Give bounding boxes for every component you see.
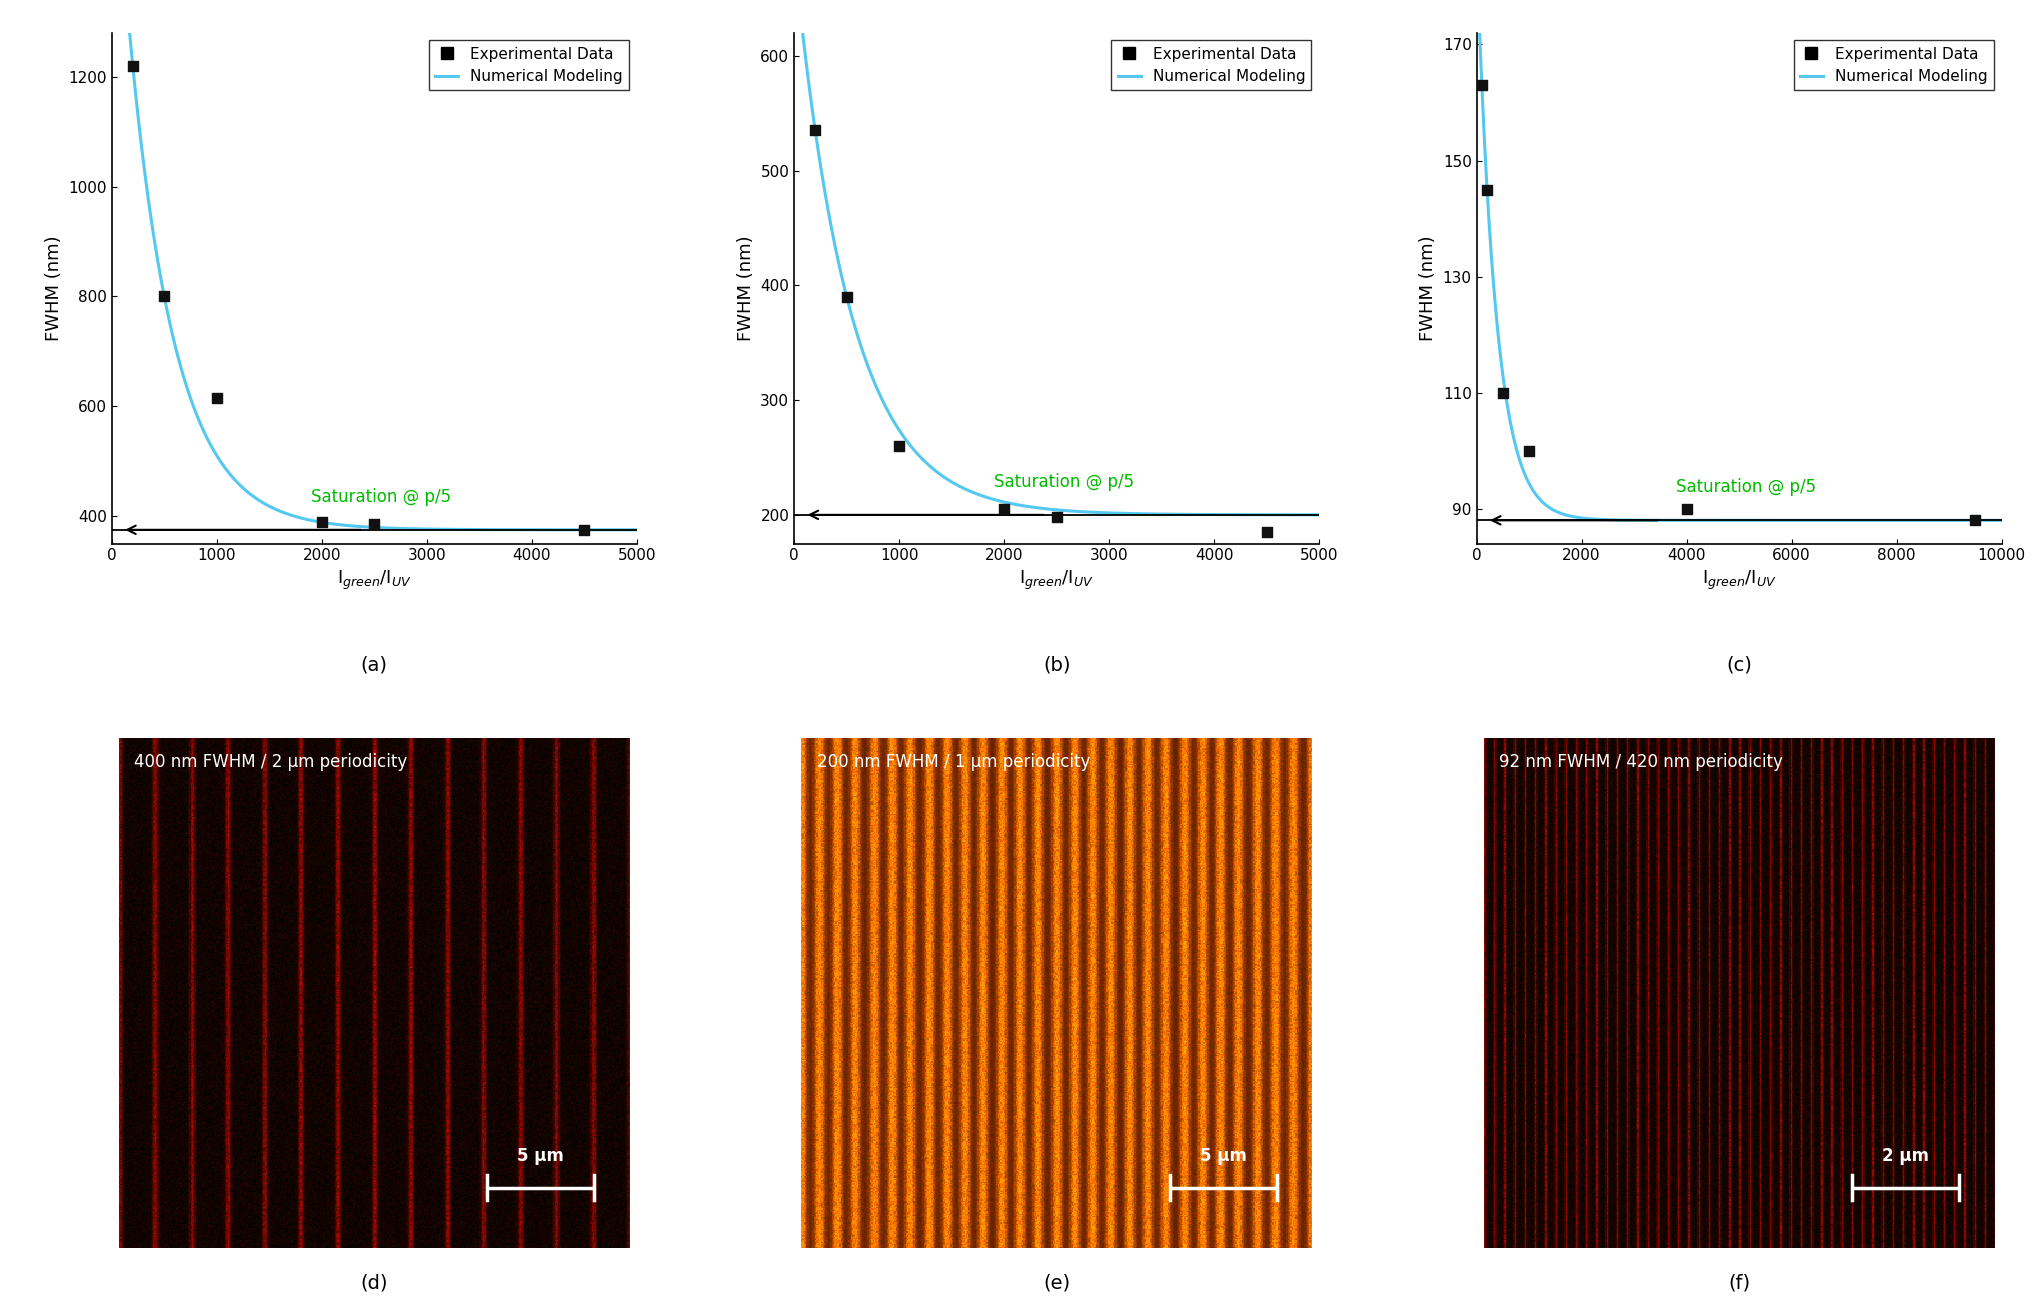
- Text: (b): (b): [1042, 656, 1071, 675]
- Point: [831, 286, 864, 307]
- Text: (e): (e): [1042, 1273, 1071, 1293]
- Text: 92 nm FWHM / 420 nm periodicity: 92 nm FWHM / 420 nm periodicity: [1500, 753, 1782, 771]
- Text: Saturation @ p/5: Saturation @ p/5: [994, 473, 1134, 490]
- Point: [1250, 522, 1282, 543]
- X-axis label: I$_{green}$/I$_{UV}$: I$_{green}$/I$_{UV}$: [337, 569, 412, 593]
- Point: [358, 514, 390, 535]
- Text: 400 nm FWHM / 2 μm periodicity: 400 nm FWHM / 2 μm periodicity: [134, 753, 408, 771]
- Text: (a): (a): [362, 656, 388, 675]
- Y-axis label: FWHM (nm): FWHM (nm): [738, 235, 754, 342]
- Text: 200 nm FWHM / 1 μm periodicity: 200 nm FWHM / 1 μm periodicity: [817, 753, 1089, 771]
- Y-axis label: FWHM (nm): FWHM (nm): [1418, 235, 1437, 342]
- X-axis label: I$_{green}$/I$_{UV}$: I$_{green}$/I$_{UV}$: [1020, 569, 1093, 593]
- Text: Saturation @ p/5: Saturation @ p/5: [311, 487, 451, 506]
- Text: (c): (c): [1725, 656, 1752, 675]
- Text: 2 μm: 2 μm: [1882, 1147, 1928, 1164]
- Point: [116, 55, 148, 76]
- Point: [1487, 382, 1520, 403]
- Point: [305, 511, 337, 532]
- Legend: Experimental Data, Numerical Modeling: Experimental Data, Numerical Modeling: [1112, 41, 1311, 91]
- Point: [882, 435, 914, 456]
- Point: [988, 498, 1020, 519]
- Legend: Experimental Data, Numerical Modeling: Experimental Data, Numerical Modeling: [429, 41, 630, 91]
- Point: [148, 286, 181, 307]
- Point: [567, 519, 601, 540]
- Point: [1512, 440, 1544, 461]
- Legend: Experimental Data, Numerical Modeling: Experimental Data, Numerical Modeling: [1794, 41, 1993, 91]
- Y-axis label: FWHM (nm): FWHM (nm): [45, 235, 63, 342]
- Text: 5 μm: 5 μm: [518, 1147, 565, 1164]
- Text: Saturation @ p/5: Saturation @ p/5: [1676, 478, 1817, 497]
- Text: (f): (f): [1727, 1273, 1750, 1293]
- Point: [201, 388, 234, 409]
- Point: [1465, 75, 1498, 96]
- Point: [1040, 507, 1073, 528]
- Point: [1959, 510, 1991, 531]
- Text: (d): (d): [360, 1273, 388, 1293]
- Point: [799, 120, 831, 141]
- X-axis label: I$_{green}$/I$_{UV}$: I$_{green}$/I$_{UV}$: [1701, 569, 1776, 593]
- Point: [1471, 179, 1504, 200]
- Text: 5 μm: 5 μm: [1199, 1147, 1248, 1164]
- Point: [1670, 498, 1703, 519]
